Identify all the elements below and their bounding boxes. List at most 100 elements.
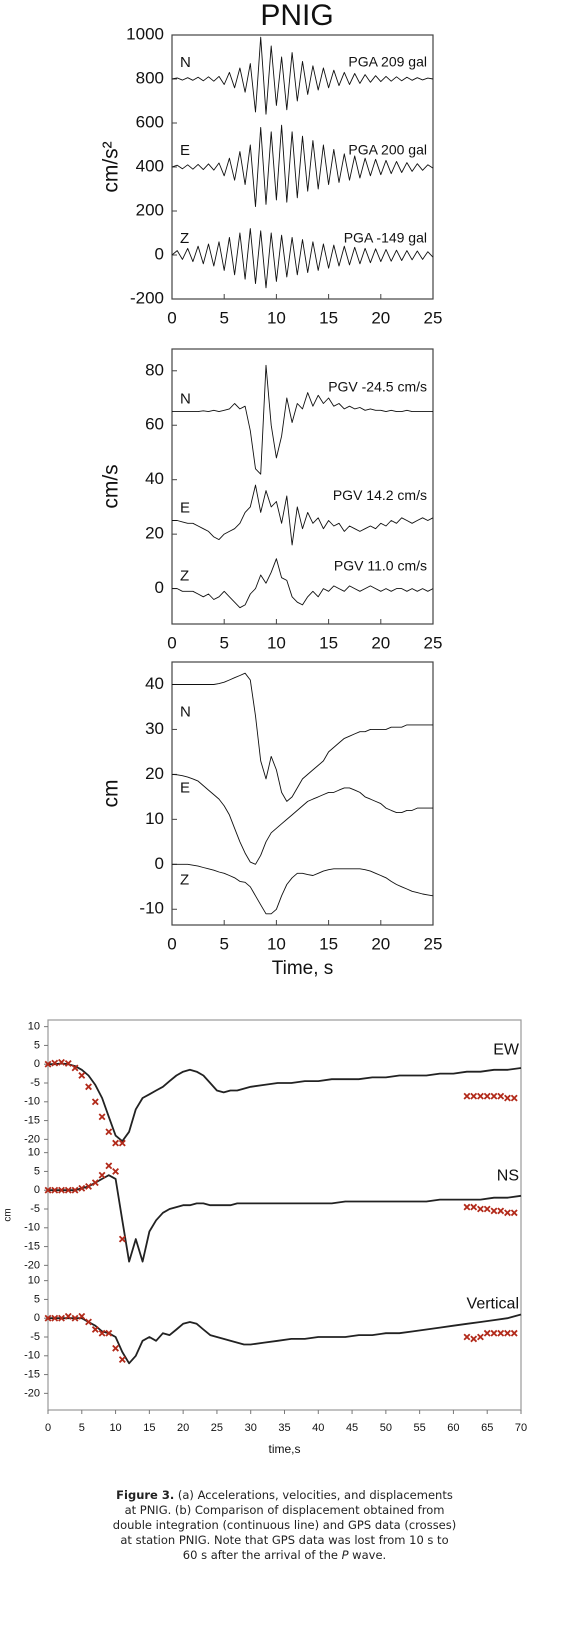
y-tick-label: -10: [24, 1350, 40, 1362]
y-tick-label: -200: [130, 288, 164, 307]
y-tick-label: -5: [30, 1331, 40, 1343]
gps-cross: [58, 1058, 65, 1066]
y-tick-label: -20: [24, 1387, 40, 1399]
y-tick-label: -5: [30, 1203, 40, 1215]
gps-cross: [51, 1314, 59, 1322]
gps-cross: [44, 1314, 52, 1322]
y-tick-label: 0: [34, 1184, 40, 1196]
y-tick-label: 0: [34, 1058, 40, 1070]
x-tick-label: 15: [143, 1422, 155, 1434]
component-name: EW: [493, 1041, 520, 1058]
y-tick-label: 5: [34, 1039, 40, 1051]
y-tick-label: 200: [136, 200, 164, 219]
gps-cross: [490, 1329, 498, 1337]
trace: [171, 228, 434, 289]
component-name: Vertical: [467, 1295, 519, 1312]
y-tick-label: -20: [24, 1259, 40, 1271]
gps-cross: [51, 1059, 59, 1067]
x-tick-label: 0: [167, 934, 176, 953]
x-tick-label: 10: [267, 633, 286, 652]
x-tick-label: 5: [219, 633, 228, 652]
gps-cross: [98, 1113, 106, 1121]
x-tick-label: 50: [380, 1422, 392, 1434]
gps-cross: [483, 1092, 491, 1100]
y-tick-label: 40: [145, 674, 164, 693]
x-tick-label: 10: [267, 934, 286, 953]
y-tick-label: 10: [28, 1275, 40, 1287]
y-tick-label: 0: [155, 244, 164, 263]
gps-cross: [91, 1098, 99, 1106]
gps-cross: [105, 1128, 113, 1136]
peak-label: PGV -24.5 cm/s: [328, 378, 427, 394]
trace-name: E: [180, 500, 190, 517]
trace-name: E: [180, 142, 190, 159]
gps-cross: [44, 1060, 52, 1068]
y-tick-label: 10: [28, 1147, 40, 1159]
x-tick-label: 20: [371, 934, 390, 953]
gps-cross: [504, 1209, 511, 1217]
gps-cross: [58, 1186, 65, 1194]
gps-cross: [477, 1205, 484, 1213]
x-tick-label: 15: [319, 934, 338, 953]
gps-cross: [463, 1092, 471, 1100]
gps-cross: [490, 1092, 498, 1100]
y-tick-label: -15: [24, 1114, 40, 1126]
x-tick-label: 25: [424, 633, 443, 652]
gps-cross: [470, 1335, 478, 1343]
y-tick-label: 30: [145, 719, 164, 738]
gps-cross: [91, 1326, 99, 1333]
gps-cross: [118, 1235, 126, 1243]
plot-frame: [47, 1019, 522, 1411]
gps-cross: [64, 1186, 72, 1194]
y-axis-label: cm/s²: [100, 141, 123, 192]
gps-cross: [78, 1312, 86, 1320]
trace-name: N: [180, 391, 191, 408]
y-tick-label: 80: [145, 360, 164, 379]
gps-cross: [504, 1329, 511, 1337]
gps-cross: [497, 1207, 505, 1215]
trace-name: Z: [180, 871, 189, 888]
trace-name: N: [180, 54, 191, 71]
trace-name: N: [180, 703, 191, 720]
y-tick-label: -10: [24, 1096, 40, 1108]
gps-cross: [71, 1064, 79, 1072]
gps-cross: [483, 1205, 491, 1213]
trace: [172, 484, 434, 546]
plot-frame: [171, 661, 434, 926]
y-tick-label: 5: [34, 1165, 40, 1177]
gps-cross: [64, 1060, 72, 1067]
gps-cross: [490, 1207, 498, 1215]
gps-cross: [477, 1092, 484, 1100]
gps-cross: [112, 1344, 120, 1352]
plot-frame: [171, 348, 434, 625]
peak-label: PGA 209 gal: [348, 54, 427, 70]
gps-cross: [64, 1312, 72, 1320]
gps-cross: [118, 1139, 126, 1147]
gps-cross: [58, 1314, 65, 1322]
x-tick-label: 40: [312, 1422, 324, 1434]
gps-cross: [510, 1329, 518, 1337]
x-tick-label: 45: [346, 1422, 358, 1434]
trace-name: Z: [180, 230, 189, 247]
trace: [172, 364, 433, 475]
gps-cross: [463, 1203, 471, 1211]
x-tick-label: 0: [167, 308, 176, 327]
trace: [171, 36, 434, 115]
trace: [171, 124, 434, 208]
component-name: NS: [497, 1167, 519, 1184]
y-tick-label: -20: [24, 1133, 40, 1145]
y-tick-label: 400: [136, 156, 164, 175]
gps-cross: [463, 1333, 471, 1341]
gps-cross: [78, 1072, 86, 1079]
displacement-line: [48, 1313, 522, 1365]
gps-cross: [483, 1329, 491, 1337]
x-tick-label: 60: [447, 1422, 459, 1434]
x-tick-label: 30: [245, 1422, 257, 1434]
x-tick-label: 10: [267, 308, 286, 327]
y-tick-label: 800: [136, 68, 164, 87]
trace-name: Z: [180, 568, 189, 585]
y-tick-label: -15: [24, 1368, 40, 1380]
x-tick-label: 5: [219, 934, 228, 953]
